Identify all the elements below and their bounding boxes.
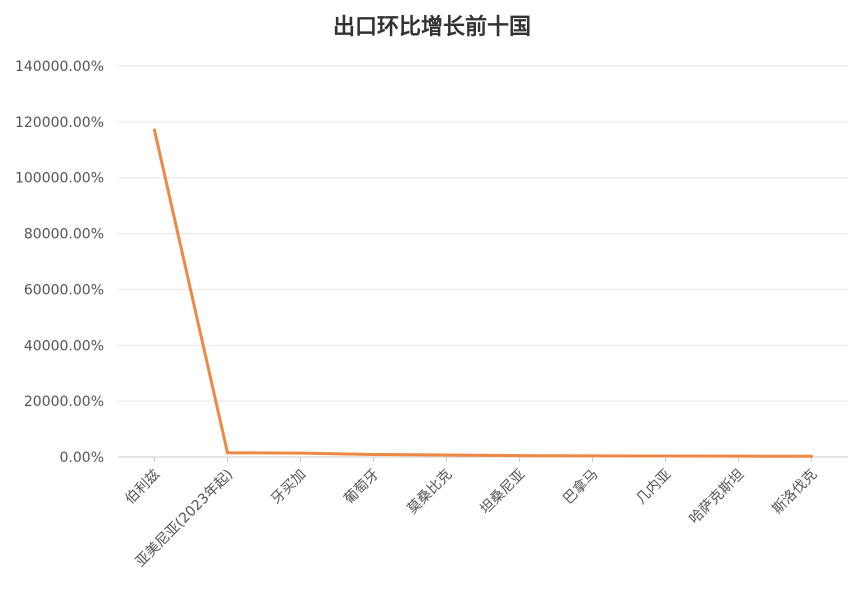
data-point (664, 454, 667, 458)
x-tick-label: 牙买加 (268, 467, 309, 508)
y-axis-ticks: 0.00% 20000.00% 40000.00% 60000.00% 80000.00… (15, 59, 104, 466)
data-point (226, 451, 229, 455)
series-layer (153, 128, 813, 458)
y-tick-label: 20000.00% (24, 394, 104, 410)
data-point (737, 454, 740, 458)
y-tick-label: 40000.00% (24, 338, 104, 354)
data-point (518, 454, 521, 458)
y-tick-label: 120000.00% (15, 115, 104, 131)
y-tick-label: 140000.00% (15, 59, 104, 75)
grid-lines (118, 65, 848, 458)
x-tick-label: 几内亚 (633, 467, 674, 508)
y-tick-label: 80000.00% (24, 227, 104, 243)
data-point (445, 453, 448, 457)
x-tick-label: 斯洛伐克 (769, 467, 820, 518)
data-point (299, 451, 302, 455)
x-tick-label: 伯利兹 (122, 467, 163, 508)
data-point (810, 454, 813, 458)
x-tick-label: 哈萨克斯坦 (687, 467, 748, 528)
data-point (153, 128, 156, 132)
y-tick-label: 0.00% (60, 450, 104, 466)
y-tick-label: 60000.00% (24, 282, 104, 298)
y-tick-label: 100000.00% (15, 171, 104, 187)
chart-title: 出口环比增长前十国 (333, 14, 531, 40)
data-point (372, 452, 375, 456)
x-tick-label: 莫桑比克 (404, 467, 455, 518)
data-point (591, 454, 594, 458)
series-line (153, 128, 813, 458)
x-tick-label: 坦桑尼亚 (477, 467, 528, 518)
x-tick-label: 巴拿马 (560, 466, 602, 508)
x-tick-label: 葡萄牙 (341, 467, 382, 508)
